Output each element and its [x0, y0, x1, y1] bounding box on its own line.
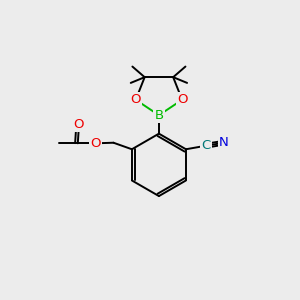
Text: N: N [219, 136, 229, 149]
Text: C: C [202, 139, 211, 152]
Text: O: O [74, 118, 84, 131]
Text: O: O [130, 93, 141, 106]
Text: O: O [177, 93, 187, 106]
Text: O: O [90, 137, 101, 150]
Text: B: B [154, 109, 164, 122]
